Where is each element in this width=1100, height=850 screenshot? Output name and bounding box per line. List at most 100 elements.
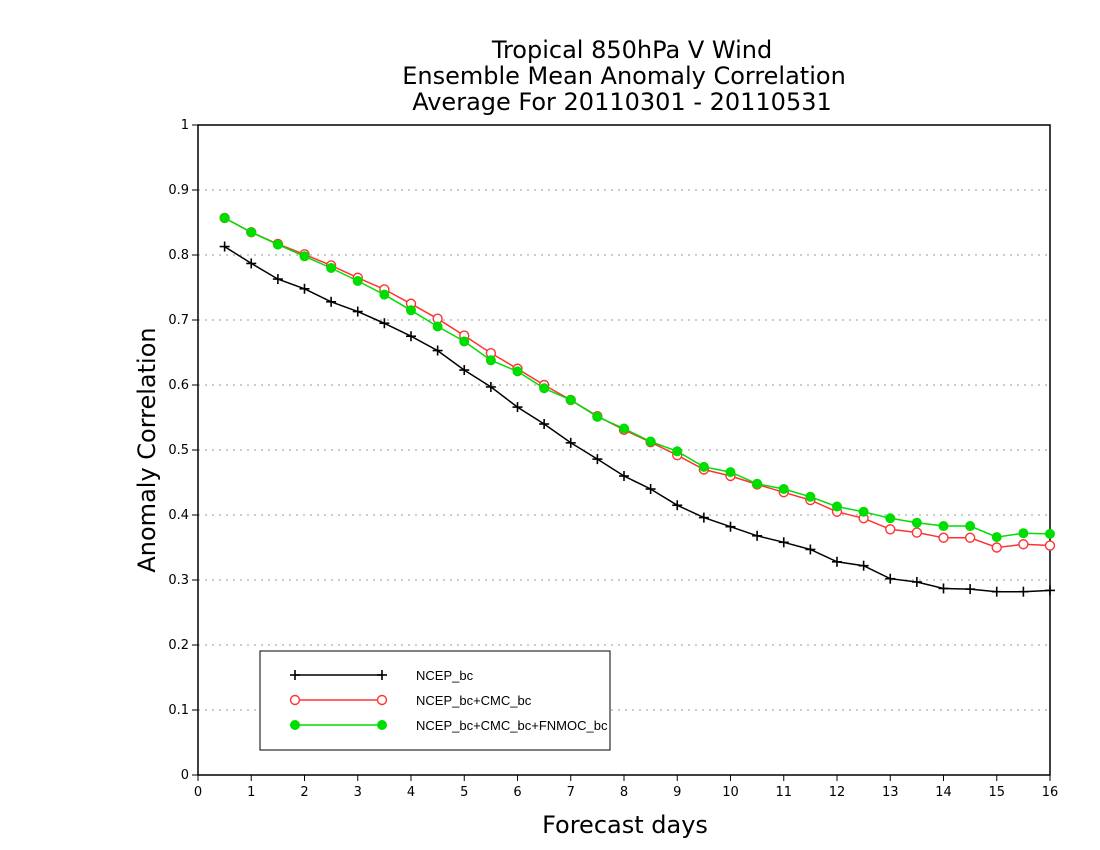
data-point-ncep-bc-cmc-bc-fnmoc-bc bbox=[805, 491, 816, 502]
chart-title-line-2: Ensemble Mean Anomaly Correlation bbox=[402, 62, 846, 90]
data-point-ncep-bc bbox=[885, 573, 896, 584]
y-tick-label: 0.9 bbox=[168, 183, 189, 198]
data-point-ncep-bc bbox=[645, 484, 656, 494]
data-point-legend-ncep-bc-cmc-bc-fnmoc-bc-start bbox=[290, 720, 300, 730]
y-tick-label: 0.1 bbox=[168, 703, 189, 718]
data-point-ncep-bc bbox=[406, 331, 416, 342]
data-point-ncep-bc bbox=[485, 381, 496, 392]
y-tick-label: 0 bbox=[181, 768, 189, 783]
y-axis-ticks: 0 0.1 0.2 0.3 0.4 0.5 0.6 0.7 0.8 0.9 1 bbox=[168, 118, 198, 783]
chart-title-line-3: Average For 20110301 - 20110531 bbox=[412, 88, 832, 116]
data-point-legend-ncep-bc-cmc-bc-fnmoc-bc-end bbox=[377, 720, 387, 730]
data-point-ncep-bc bbox=[938, 583, 949, 594]
data-point-ncep-bc bbox=[219, 241, 230, 252]
data-point-ncep-bc bbox=[858, 560, 869, 571]
data-point-legend-ncep-bc-cmc-bc-end bbox=[376, 694, 388, 706]
data-point-ncep-bc-cmc-bc-fnmoc-bc bbox=[938, 521, 949, 532]
data-point-ncep-bc bbox=[539, 419, 550, 429]
x-tick-label: 6 bbox=[513, 785, 521, 800]
data-point-ncep-bc-cmc-bc-fnmoc-bc bbox=[645, 436, 656, 447]
data-point-ncep-bc-cmc-bc bbox=[911, 527, 923, 538]
data-point-ncep-bc-cmc-bc-fnmoc-bc bbox=[911, 517, 922, 528]
data-point-ncep-bc bbox=[832, 556, 842, 567]
y-tick-label: 0.4 bbox=[168, 508, 189, 523]
data-point-ncep-bc-cmc-bc bbox=[1044, 540, 1056, 551]
series-line-ncep-bc-cmc-bc bbox=[224, 217, 1051, 549]
data-point-ncep-bc-cmc-bc-fnmoc-bc bbox=[219, 212, 230, 223]
data-point-legend-ncep-bc-end bbox=[377, 670, 387, 680]
y-tick-label: 1 bbox=[181, 118, 189, 133]
legend-label: NCEP_bc bbox=[416, 668, 474, 683]
data-point-ncep-bc-cmc-bc-fnmoc-bc bbox=[539, 383, 550, 394]
legend: NCEP_bc NCEP_bc+CMC_bc NCEP_bc+CMC_bc+FNMO… bbox=[259, 650, 611, 751]
data-point-ncep-bc bbox=[911, 576, 922, 587]
data-point-ncep-bc-cmc-bc-fnmoc-bc bbox=[858, 506, 869, 517]
x-tick-label: 1 bbox=[247, 785, 255, 800]
data-point-ncep-bc-cmc-bc-fnmoc-bc bbox=[272, 239, 283, 250]
x-tick-label: 11 bbox=[775, 785, 792, 800]
data-point-ncep-bc-cmc-bc bbox=[1018, 539, 1029, 550]
x-tick-label: 2 bbox=[300, 785, 308, 800]
data-point-ncep-bc bbox=[1045, 585, 1055, 596]
data-point-ncep-bc-cmc-bc-fnmoc-bc bbox=[246, 227, 257, 238]
legend-entry-ncep-bc-cmc-bc: NCEP_bc+CMC_bc bbox=[289, 693, 532, 708]
data-point-ncep-bc-cmc-bc-fnmoc-bc bbox=[778, 484, 789, 494]
data-point-ncep-bc bbox=[432, 345, 443, 356]
data-point-ncep-bc-cmc-bc-fnmoc-bc bbox=[885, 513, 896, 524]
data-point-ncep-bc-cmc-bc-fnmoc-bc bbox=[459, 336, 470, 347]
data-point-ncep-bc-cmc-bc-fnmoc-bc bbox=[832, 501, 842, 512]
y-tick-label: 0.8 bbox=[168, 248, 189, 263]
data-point-ncep-bc bbox=[352, 306, 363, 317]
data-point-ncep-bc bbox=[512, 402, 523, 413]
y-tick-label: 0.5 bbox=[168, 443, 189, 458]
legend-entry-ncep-bc-cmc-bc-fnmoc-bc: NCEP_bc+CMC_bc+FNMOC_bc bbox=[290, 718, 608, 733]
chart-title-line-1: Tropical 850hPa V Wind bbox=[491, 36, 772, 64]
x-tick-label: 4 bbox=[407, 785, 415, 800]
data-point-ncep-bc bbox=[619, 471, 629, 481]
y-tick-label: 0.2 bbox=[168, 638, 189, 653]
data-point-ncep-bc bbox=[778, 537, 789, 548]
data-point-ncep-bc bbox=[299, 283, 310, 294]
x-tick-label: 0 bbox=[194, 785, 202, 800]
data-point-ncep-bc bbox=[672, 500, 683, 511]
data-point-ncep-bc bbox=[698, 512, 709, 523]
x-tick-label: 5 bbox=[460, 785, 468, 800]
series-line-ncep-bc bbox=[224, 245, 1051, 593]
y-tick-label: 0.3 bbox=[168, 573, 189, 588]
x-axis-title: Forecast days bbox=[542, 811, 708, 839]
data-point-ncep-bc-cmc-bc-fnmoc-bc bbox=[672, 446, 683, 457]
data-point-ncep-bc bbox=[246, 258, 257, 269]
y-axis-title: Anomaly Correlation bbox=[133, 327, 161, 572]
data-point-ncep-bc bbox=[272, 274, 283, 285]
x-tick-label: 16 bbox=[1042, 785, 1059, 800]
data-point-ncep-bc bbox=[805, 544, 816, 555]
data-point-ncep-bc-cmc-bc-fnmoc-bc bbox=[326, 263, 337, 273]
data-point-ncep-bc-cmc-bc-fnmoc-bc bbox=[752, 478, 763, 489]
y-tick-label: 0.6 bbox=[168, 378, 189, 393]
x-tick-label: 13 bbox=[882, 785, 899, 800]
data-point-ncep-bc bbox=[725, 521, 736, 532]
series-ncep-bc bbox=[219, 241, 1055, 597]
series-ncep-bc-cmc-bc bbox=[219, 212, 1056, 553]
y-tick-label: 0.7 bbox=[168, 313, 189, 328]
data-point-ncep-bc-cmc-bc-fnmoc-bc bbox=[565, 394, 576, 405]
legend-label: NCEP_bc+CMC_bc bbox=[416, 693, 532, 708]
x-axis-ticks: 0 1 2 3 4 5 6 7 8 9 10 11 12 13 14 15 16 bbox=[194, 775, 1058, 800]
x-tick-label: 8 bbox=[620, 785, 628, 800]
data-point-ncep-bc-cmc-bc-fnmoc-bc bbox=[485, 355, 496, 366]
data-point-ncep-bc-cmc-bc-fnmoc-bc bbox=[352, 276, 363, 286]
data-point-ncep-bc-cmc-bc-fnmoc-bc bbox=[991, 532, 1002, 543]
data-point-ncep-bc bbox=[1018, 586, 1029, 597]
x-tick-label: 9 bbox=[673, 785, 681, 800]
data-point-ncep-bc-cmc-bc-fnmoc-bc bbox=[965, 521, 976, 532]
data-point-ncep-bc bbox=[379, 318, 390, 329]
data-point-ncep-bc-cmc-bc-fnmoc-bc bbox=[1045, 528, 1055, 539]
data-point-ncep-bc bbox=[965, 584, 976, 595]
data-point-ncep-bc-cmc-bc-fnmoc-bc bbox=[512, 366, 523, 377]
data-point-ncep-bc bbox=[565, 437, 576, 448]
data-point-ncep-bc-cmc-bc bbox=[938, 532, 949, 543]
data-point-ncep-bc-cmc-bc-fnmoc-bc bbox=[619, 423, 629, 434]
series-ncep-bc-cmc-bc-fnmoc-bc bbox=[219, 212, 1055, 543]
x-tick-label: 10 bbox=[722, 785, 739, 800]
